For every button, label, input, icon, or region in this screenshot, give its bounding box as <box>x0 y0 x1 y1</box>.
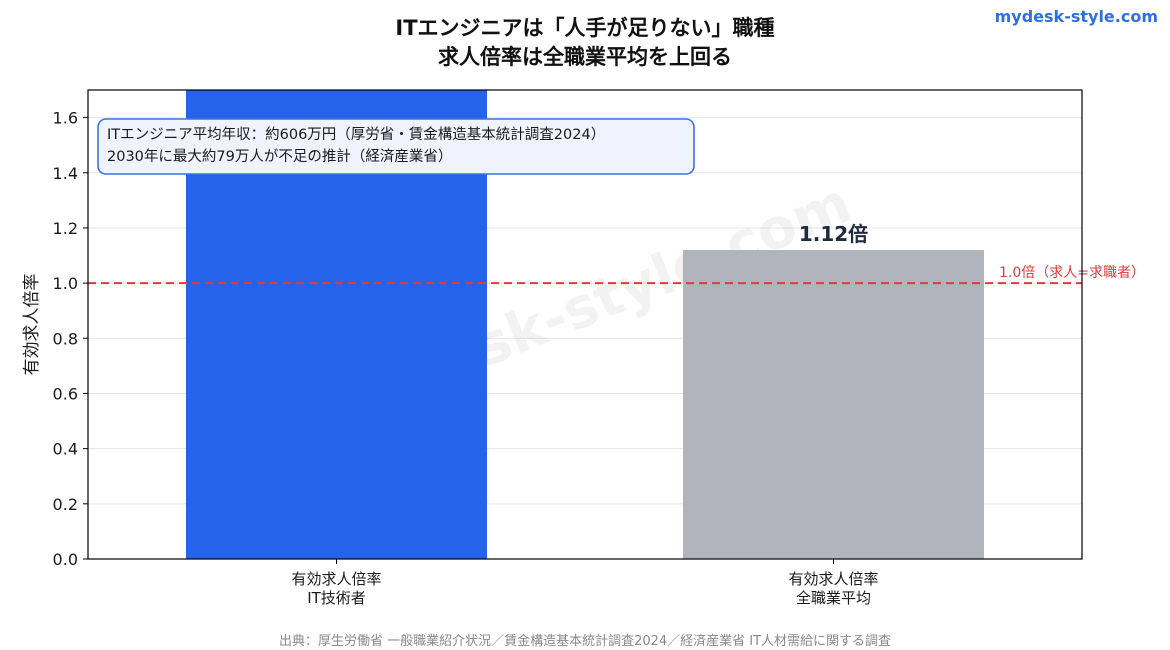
bar <box>683 250 984 559</box>
chart-title-line2: 求人倍率は全職業平均を上回る <box>438 45 732 69</box>
y-tick-label: 1.0 <box>53 274 78 293</box>
x-tick-label: 有効求人倍率 <box>788 570 878 588</box>
brand-label: mydesk-style.com <box>994 7 1158 26</box>
annotation-line1: ITエンジニア平均年収：約606万円（厚労省・賃金構造基本統計調査2024） <box>107 126 605 143</box>
chart-title: ITエンジニアは「人手が足りない」職種 求人倍率は全職業平均を上回る <box>0 14 1170 72</box>
y-tick-label: 0.8 <box>53 329 78 348</box>
source-note: 出典：厚生労働省 一般職業紹介状況／賃金構造基本統計調査2024／経済産業省 I… <box>278 634 892 649</box>
annotation-box: ITエンジニア平均年収：約606万円（厚労省・賃金構造基本統計調査2024） 20… <box>97 118 695 175</box>
y-tick-label: 1.6 <box>53 109 78 128</box>
y-axis-label: 有効求人倍率 <box>22 274 42 376</box>
y-tick-label: 1.2 <box>53 219 78 238</box>
y-tick-label: 0.4 <box>53 440 78 459</box>
reference-line-label: 1.0倍（求人=求職者） <box>999 265 1145 281</box>
y-tick-label: 1.4 <box>53 164 78 183</box>
x-tick-label: IT技術者 <box>307 589 366 607</box>
x-tick-label: 有効求人倍率 <box>291 570 381 588</box>
bar-value-label: 1.12倍 <box>799 222 868 246</box>
y-tick-label: 0.2 <box>53 495 78 514</box>
plot-frame <box>87 89 1083 560</box>
annotation-line2: 2030年に最大約79万人が不足の推計（経済産業省） <box>107 148 452 165</box>
y-tick-label: 0.0 <box>53 550 78 569</box>
y-tick-label: 0.6 <box>53 384 78 403</box>
chart-title-line1: ITエンジニアは「人手が足りない」職種 <box>395 16 775 40</box>
x-tick-label: 全職業平均 <box>796 589 871 607</box>
annotation-frame <box>97 118 695 175</box>
